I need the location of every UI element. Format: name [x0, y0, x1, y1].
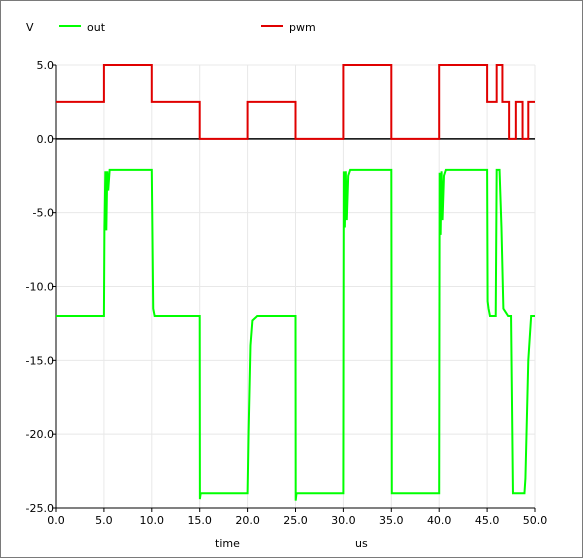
x-tick-label: 35.0 [379, 514, 404, 527]
legend-label-out: out [87, 21, 106, 34]
x-tick-label: 25.0 [283, 514, 308, 527]
y-tick-label: -5.0 [33, 207, 54, 220]
x-tick-label: 45.0 [475, 514, 500, 527]
x-tick-label: 5.0 [95, 514, 113, 527]
tick-labels: 0.0 5.0 10.0 15.0 20.0 25.0 30.0 35.0 40.0 45.0 50… [26, 59, 548, 527]
x-tick-label: 15.0 [187, 514, 212, 527]
x-tick-label: 10.0 [140, 514, 165, 527]
x-tick-label: 20.0 [235, 514, 260, 527]
series-line-out [56, 168, 535, 501]
x-tick-label: 0.0 [47, 514, 65, 527]
y-tick-label: -10.0 [26, 281, 54, 294]
axes [52, 64, 536, 512]
y-tick-label: -20.0 [26, 428, 54, 441]
series-line-pwm [56, 64, 535, 140]
y-tick-label: 5.0 [37, 59, 55, 72]
legend: V out pwm [26, 21, 316, 34]
series-lines [56, 64, 535, 501]
y-axis-label: V [26, 21, 34, 34]
x-axis-label: time [215, 537, 240, 550]
y-tick-label: -25.0 [26, 502, 54, 515]
x-tick-label: 50.0 [523, 514, 548, 527]
x-tick-label: 40.0 [427, 514, 452, 527]
x-tick-label: 30.0 [331, 514, 356, 527]
x-axis-unit: us [355, 537, 368, 550]
legend-label-pwm: pwm [289, 21, 316, 34]
y-tick-label: -15.0 [26, 354, 54, 367]
y-tick-label: 0.0 [37, 133, 55, 146]
